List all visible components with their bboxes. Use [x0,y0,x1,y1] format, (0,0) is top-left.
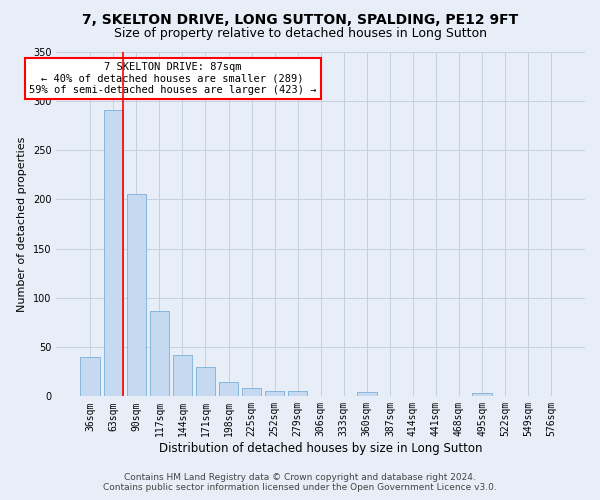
Bar [80,357,100,397]
Bar [265,392,284,396]
Bar [472,394,492,396]
Bar [196,367,215,396]
Bar [242,388,262,396]
Bar [357,392,377,396]
Y-axis label: Number of detached properties: Number of detached properties [17,136,28,312]
Text: Size of property relative to detached houses in Long Sutton: Size of property relative to detached ho… [113,28,487,40]
Text: 7 SKELTON DRIVE: 87sqm
← 40% of detached houses are smaller (289)
59% of semi-de: 7 SKELTON DRIVE: 87sqm ← 40% of detached… [29,62,316,95]
Bar [219,382,238,396]
Bar [149,310,169,396]
Bar [288,392,307,396]
Text: Contains HM Land Registry data © Crown copyright and database right 2024.
Contai: Contains HM Land Registry data © Crown c… [103,473,497,492]
Bar [173,355,192,397]
Bar [127,194,146,396]
Text: 7, SKELTON DRIVE, LONG SUTTON, SPALDING, PE12 9FT: 7, SKELTON DRIVE, LONG SUTTON, SPALDING,… [82,12,518,26]
Bar [104,110,123,397]
X-axis label: Distribution of detached houses by size in Long Sutton: Distribution of detached houses by size … [159,442,482,455]
